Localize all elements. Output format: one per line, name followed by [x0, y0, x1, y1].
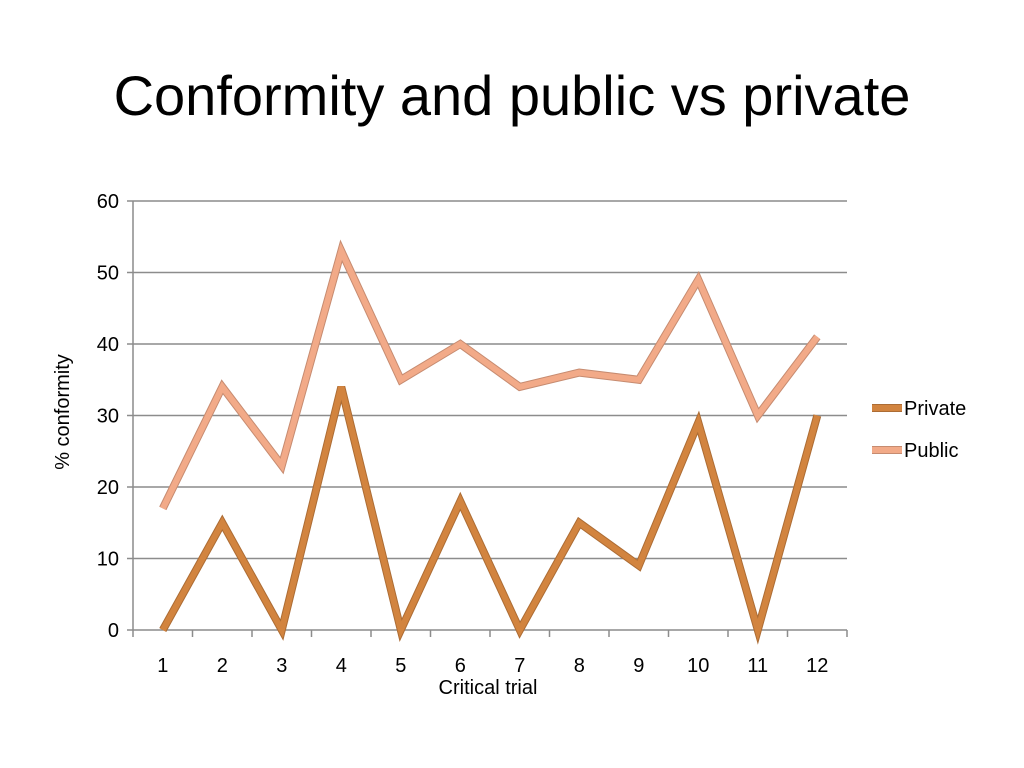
data-point-private [517, 627, 523, 633]
x-tick-label: 2 [217, 655, 228, 677]
legend-label-private: Private [904, 398, 966, 420]
x-tick-label: 12 [806, 655, 828, 677]
y-axis-label: % conformity [52, 354, 74, 470]
slide-title: Conformity and public vs private [113, 64, 911, 127]
x-tick-label: 11 [747, 655, 768, 677]
data-point-public [457, 341, 463, 347]
data-point-private [755, 627, 761, 633]
x-tick-label: 1 [157, 655, 168, 677]
series-line-private [160, 386, 821, 642]
x-tick-label: 6 [455, 655, 466, 677]
data-point-private [695, 420, 701, 426]
data-point-public [755, 413, 761, 419]
y-tick-label: 0 [108, 620, 119, 642]
y-tick-label: 50 [97, 263, 119, 285]
data-point-public [338, 248, 344, 254]
data-point-private [814, 413, 820, 419]
data-point-public [398, 377, 404, 383]
data-point-private [576, 520, 582, 526]
y-tick-label: 60 [97, 191, 119, 213]
series-line-outline-public [159, 239, 821, 511]
x-tick-label: 5 [395, 655, 406, 677]
data-point-private [338, 384, 344, 390]
y-tick-label: 30 [97, 406, 119, 428]
data-point-private [636, 563, 642, 569]
data-point-public [160, 505, 166, 511]
data-point-public [279, 463, 285, 469]
y-tick-label: 40 [97, 334, 119, 356]
x-axis-label: Critical trial [439, 677, 538, 699]
data-point-public [219, 384, 225, 390]
data-point-public [576, 370, 582, 376]
y-tick-label: 10 [97, 549, 119, 571]
series-line-public [160, 242, 820, 510]
x-tick-label: 3 [276, 655, 287, 677]
legend-label-public: Public [904, 440, 958, 462]
y-tick-label: 20 [97, 477, 119, 499]
data-point-public [695, 277, 701, 283]
data-point-private [219, 520, 225, 526]
data-point-public [517, 384, 523, 390]
data-point-public [636, 377, 642, 383]
x-tick-label: 4 [336, 655, 347, 677]
data-point-private [398, 627, 404, 633]
x-tick-label: 9 [633, 655, 644, 677]
x-tick-label: 10 [687, 655, 709, 677]
gridlines [133, 200, 847, 560]
data-point-public [814, 334, 820, 340]
legend: Private Public [872, 398, 966, 462]
x-tick-label: 7 [514, 655, 525, 677]
data-point-private [160, 627, 166, 633]
data-point-private [279, 627, 285, 633]
x-tick-label: 8 [574, 655, 585, 677]
axes [127, 200, 848, 637]
data-point-private [457, 498, 463, 504]
series-lines [159, 239, 822, 645]
